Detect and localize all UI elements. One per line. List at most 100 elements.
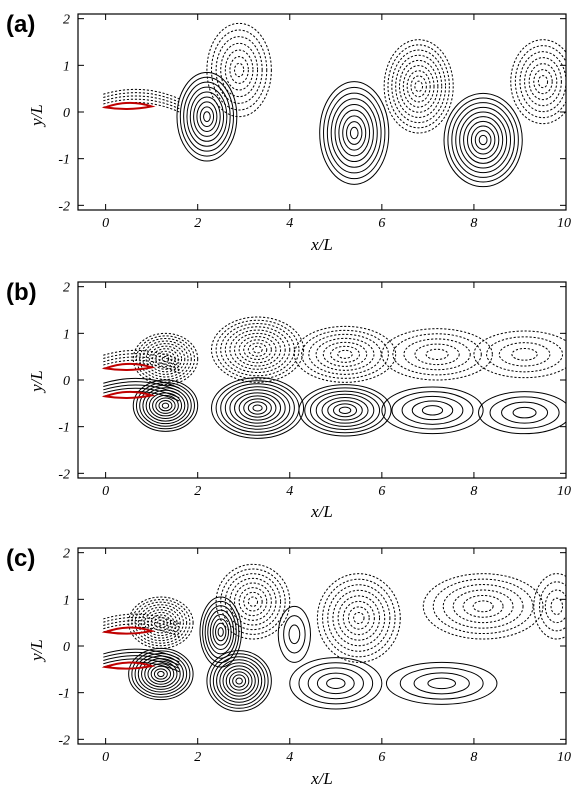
y-tick-label: 2 [63,547,70,562]
contour-line [323,86,386,180]
positive-vortex [132,332,199,386]
contour-line [498,342,551,367]
negative-vortex [176,71,238,162]
contour-line [392,333,482,376]
contour-line [315,337,375,371]
contour-line [132,379,199,432]
panel-label: (b) [6,279,37,306]
contour-line [337,595,381,641]
contour-line [235,677,243,685]
contour-line [238,587,268,617]
contour-line [229,329,286,370]
contour-line [211,316,305,383]
contour-line [288,624,301,645]
contour-line [539,581,566,632]
y-tick-label: 2 [63,13,70,28]
contour-line [501,401,549,424]
contour-line [443,92,523,188]
y-tick-label: 0 [63,106,70,121]
contour-line [512,406,537,419]
negative-vortex [206,650,272,712]
contour-line [533,573,566,640]
contour-line [229,577,277,626]
contour-field [101,316,566,439]
x-tick-label: 0 [102,216,109,231]
contour-line [224,49,254,91]
x-tick-label: 4 [286,484,293,499]
foil-body [101,613,180,638]
x-axis: 0 2 4 6 8 10 [102,282,571,499]
contour-line [322,578,396,658]
contour-line [212,618,229,646]
contour-line [470,125,496,155]
contour-line [155,350,176,368]
contour-line [301,329,389,379]
contour-line [326,92,382,174]
contour-line [528,63,558,101]
contour-line [510,39,566,125]
y-tick-label: -2 [58,467,70,482]
contour-line [161,355,170,363]
contour-line [406,70,431,103]
contour-line [134,601,188,644]
x-tick-label: 4 [286,750,293,765]
positive-vortex [316,573,401,663]
negative-vortex [385,661,498,705]
contour-line [128,596,194,649]
contour-line [220,323,295,377]
contour-line [459,111,508,169]
y-tick-label: -1 [58,687,70,702]
airfoil-outline [101,101,156,110]
contour-line [316,573,401,663]
contour-line [215,622,227,642]
contour-line [308,333,382,375]
contour-line [229,389,286,427]
contour-line [157,670,165,678]
contour-line [189,91,225,142]
x-axis: 0 2 4 6 8 10 [102,548,571,765]
contour-line [203,111,211,123]
contour-line [347,606,370,630]
contour-line [135,335,195,383]
contour-line [327,584,391,652]
contour-line [315,393,375,427]
contour-line [489,396,560,429]
contour-line [293,325,397,383]
contour-line [472,600,494,613]
airfoil-outline [101,362,156,371]
y-tick-label: 0 [63,640,70,655]
contour-line [385,661,498,705]
contour-line [422,573,544,640]
plot-frame [77,547,567,745]
contour-line [342,115,367,151]
contour-line [391,49,447,124]
contour-line [234,582,272,621]
contour-line [150,614,172,631]
contour-line [147,611,175,634]
shear-layer-line [103,387,180,399]
contour-line [319,81,390,185]
contour-line [514,45,566,119]
contour-line [234,62,245,78]
y-axis: 2 1 0 -1 -2 [58,13,566,214]
contour-line [353,611,365,625]
contour-line [304,387,386,434]
contour-line [432,578,534,635]
contour-line [349,126,359,140]
contour-line [298,662,374,705]
contour-line [199,106,215,128]
contour-line [211,377,305,439]
contour-line [402,65,435,108]
contour-line [421,405,444,416]
contour-line [346,121,363,145]
y-axis-label: y/L [27,370,46,394]
contour-line [387,44,450,129]
contour-line [155,397,176,414]
contour-line [158,400,173,412]
x-tick-label: 10 [557,750,571,765]
contour-line [176,71,238,162]
contour-line [215,563,291,640]
contour-line [411,400,454,421]
contour-line [238,395,277,421]
